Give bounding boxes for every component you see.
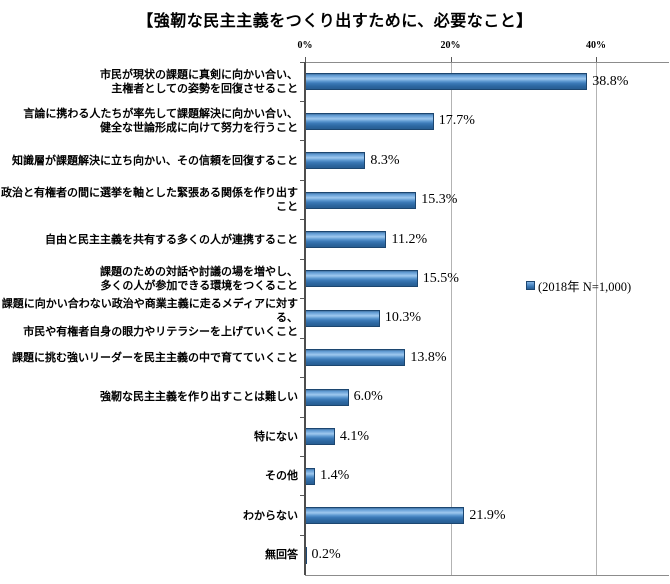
bar-zone: 8.3% bbox=[305, 141, 670, 180]
bar-zone: 38.8% bbox=[305, 62, 670, 101]
bar bbox=[305, 428, 335, 446]
value-label: 38.8% bbox=[592, 73, 629, 89]
value-label: 15.5% bbox=[422, 270, 459, 286]
category-axis-line bbox=[304, 62, 306, 575]
bar-rows: 市民が現状の課題に真剣に向かい合い、 主権者としての姿勢を回復させること 38.8… bbox=[0, 61, 670, 575]
chart-row: 課題のための対話や討議の場を増やし、 多くの人が参加できる環境をつくること 15.… bbox=[0, 258, 670, 298]
bar-zone: 0.2% bbox=[305, 535, 670, 574]
chart-row: 無回答 0.2% bbox=[0, 534, 670, 574]
value-label: 1.4% bbox=[320, 468, 350, 484]
x-tick-mark bbox=[450, 57, 452, 62]
category-label: わからない bbox=[243, 509, 298, 522]
category-label: 課題に向かい合わない政治や商業主義に走るメディアに対する、 市民や有権者自身の眼… bbox=[1, 298, 298, 339]
bar bbox=[305, 152, 366, 170]
chart-row: 政治と有権者の間に選挙を軸とした緊張ある関係を作り出すこと 15.3% bbox=[0, 179, 670, 219]
category-label: 知識層が課題解決に立ち向かい、その信頼を回復すること bbox=[12, 154, 298, 167]
bar bbox=[305, 112, 434, 130]
bar-zone: 17.7% bbox=[305, 101, 670, 140]
value-label: 4.1% bbox=[339, 428, 369, 444]
category-label: 無回答 bbox=[265, 549, 298, 562]
chart-row: 特にない 4.1% bbox=[0, 416, 670, 456]
category-label: 政治と有権者の間に選挙を軸とした緊張ある関係を作り出すこと bbox=[1, 187, 298, 214]
bar bbox=[305, 467, 316, 485]
bar bbox=[305, 507, 465, 525]
bar-zone: 15.5% bbox=[305, 259, 670, 298]
category-label: 特にない bbox=[254, 430, 298, 443]
chart-row: 強靭な民主主義を作り出すことは難しい 6.0% bbox=[0, 377, 670, 417]
bar-zone: 11.2% bbox=[305, 220, 670, 259]
chart-row: わからない 21.9% bbox=[0, 495, 670, 535]
category-label: 市民が現状の課題に真剣に向かい合い、 主権者としての姿勢を回復させること bbox=[100, 68, 298, 95]
value-label: 8.3% bbox=[370, 152, 400, 168]
x-axis-line bbox=[305, 62, 669, 63]
x-tick-label: 20% bbox=[440, 40, 461, 51]
x-tick-mark bbox=[596, 57, 597, 62]
category-label: 自由と民主主義を共有する多くの人が連携すること bbox=[45, 233, 298, 246]
bar bbox=[305, 73, 588, 91]
chart-row: 市民が現状の課題に真剣に向かい合い、 主権者としての姿勢を回復させること 38.8… bbox=[0, 61, 670, 101]
value-label: 21.9% bbox=[469, 507, 506, 523]
chart-row: 課題に向かい合わない政治や商業主義に走るメディアに対する、 市民や有権者自身の眼… bbox=[0, 298, 670, 339]
value-label: 6.0% bbox=[353, 389, 383, 405]
bar bbox=[305, 231, 387, 249]
value-label: 10.3% bbox=[384, 310, 422, 326]
bar bbox=[305, 388, 349, 406]
x-tick-label: 40% bbox=[586, 40, 606, 51]
bar-zone: 15.3% bbox=[305, 180, 670, 219]
chart-row: 言論に携わる人たちが率先して課題解決に向かい合い、 健全な世論形成に向けて努力を… bbox=[0, 100, 670, 140]
bar bbox=[305, 309, 380, 327]
x-tick-label: 0% bbox=[297, 40, 313, 51]
category-label: 強靭な民主主義を作り出すことは難しい bbox=[100, 391, 298, 404]
bar-zone: 1.4% bbox=[305, 457, 670, 496]
gridline bbox=[596, 62, 597, 575]
chart-row: その他 1.4% bbox=[0, 456, 670, 496]
x-tick-mark bbox=[305, 57, 306, 62]
chart-row: 自由と民主主義を共有する多くの人が連携すること 11.2% bbox=[0, 219, 670, 259]
bar bbox=[305, 349, 406, 367]
bar bbox=[305, 270, 418, 288]
bar-zone: 21.9% bbox=[305, 496, 670, 535]
gridline bbox=[450, 62, 452, 575]
category-label: 課題に挑む強いリーダーを民主主義の中で育てていくこと bbox=[12, 351, 298, 364]
bottom-border-line bbox=[305, 575, 669, 576]
bar-zone: 10.3% bbox=[305, 299, 670, 338]
legend-series-marker-icon bbox=[526, 281, 535, 290]
legend-label: (2018年 N=1,000) bbox=[538, 280, 632, 294]
bar-zone: 4.1% bbox=[305, 417, 670, 456]
value-label: 17.7% bbox=[438, 113, 475, 129]
value-label: 13.8% bbox=[410, 349, 447, 365]
legend: (2018年 N=1,000) bbox=[526, 276, 631, 295]
chart-title: 【強靭な民主主義をつくり出すために、必要なこと】 bbox=[137, 13, 533, 30]
chart-row: 課題に挑む強いリーダーを民主主義の中で育てていくこと 13.8% bbox=[0, 337, 670, 377]
category-label: 言論に携わる人たちが率先して課題解決に向かい合い、 健全な世論形成に向けて努力を… bbox=[23, 108, 298, 135]
value-label: 15.3% bbox=[421, 192, 458, 208]
value-label: 11.2% bbox=[391, 231, 428, 247]
category-label: 課題のための対話や討議の場を増やし、 多くの人が参加できる環境をつくること bbox=[100, 265, 298, 292]
bar-zone: 13.8% bbox=[305, 338, 670, 377]
bar-zone: 6.0% bbox=[305, 378, 670, 417]
chart-row: 知識層が課題解決に立ち向かい、その信頼を回復すること 8.3% bbox=[0, 140, 670, 180]
category-label: その他 bbox=[265, 470, 298, 483]
bar bbox=[305, 191, 417, 209]
value-label: 0.2% bbox=[311, 547, 341, 563]
